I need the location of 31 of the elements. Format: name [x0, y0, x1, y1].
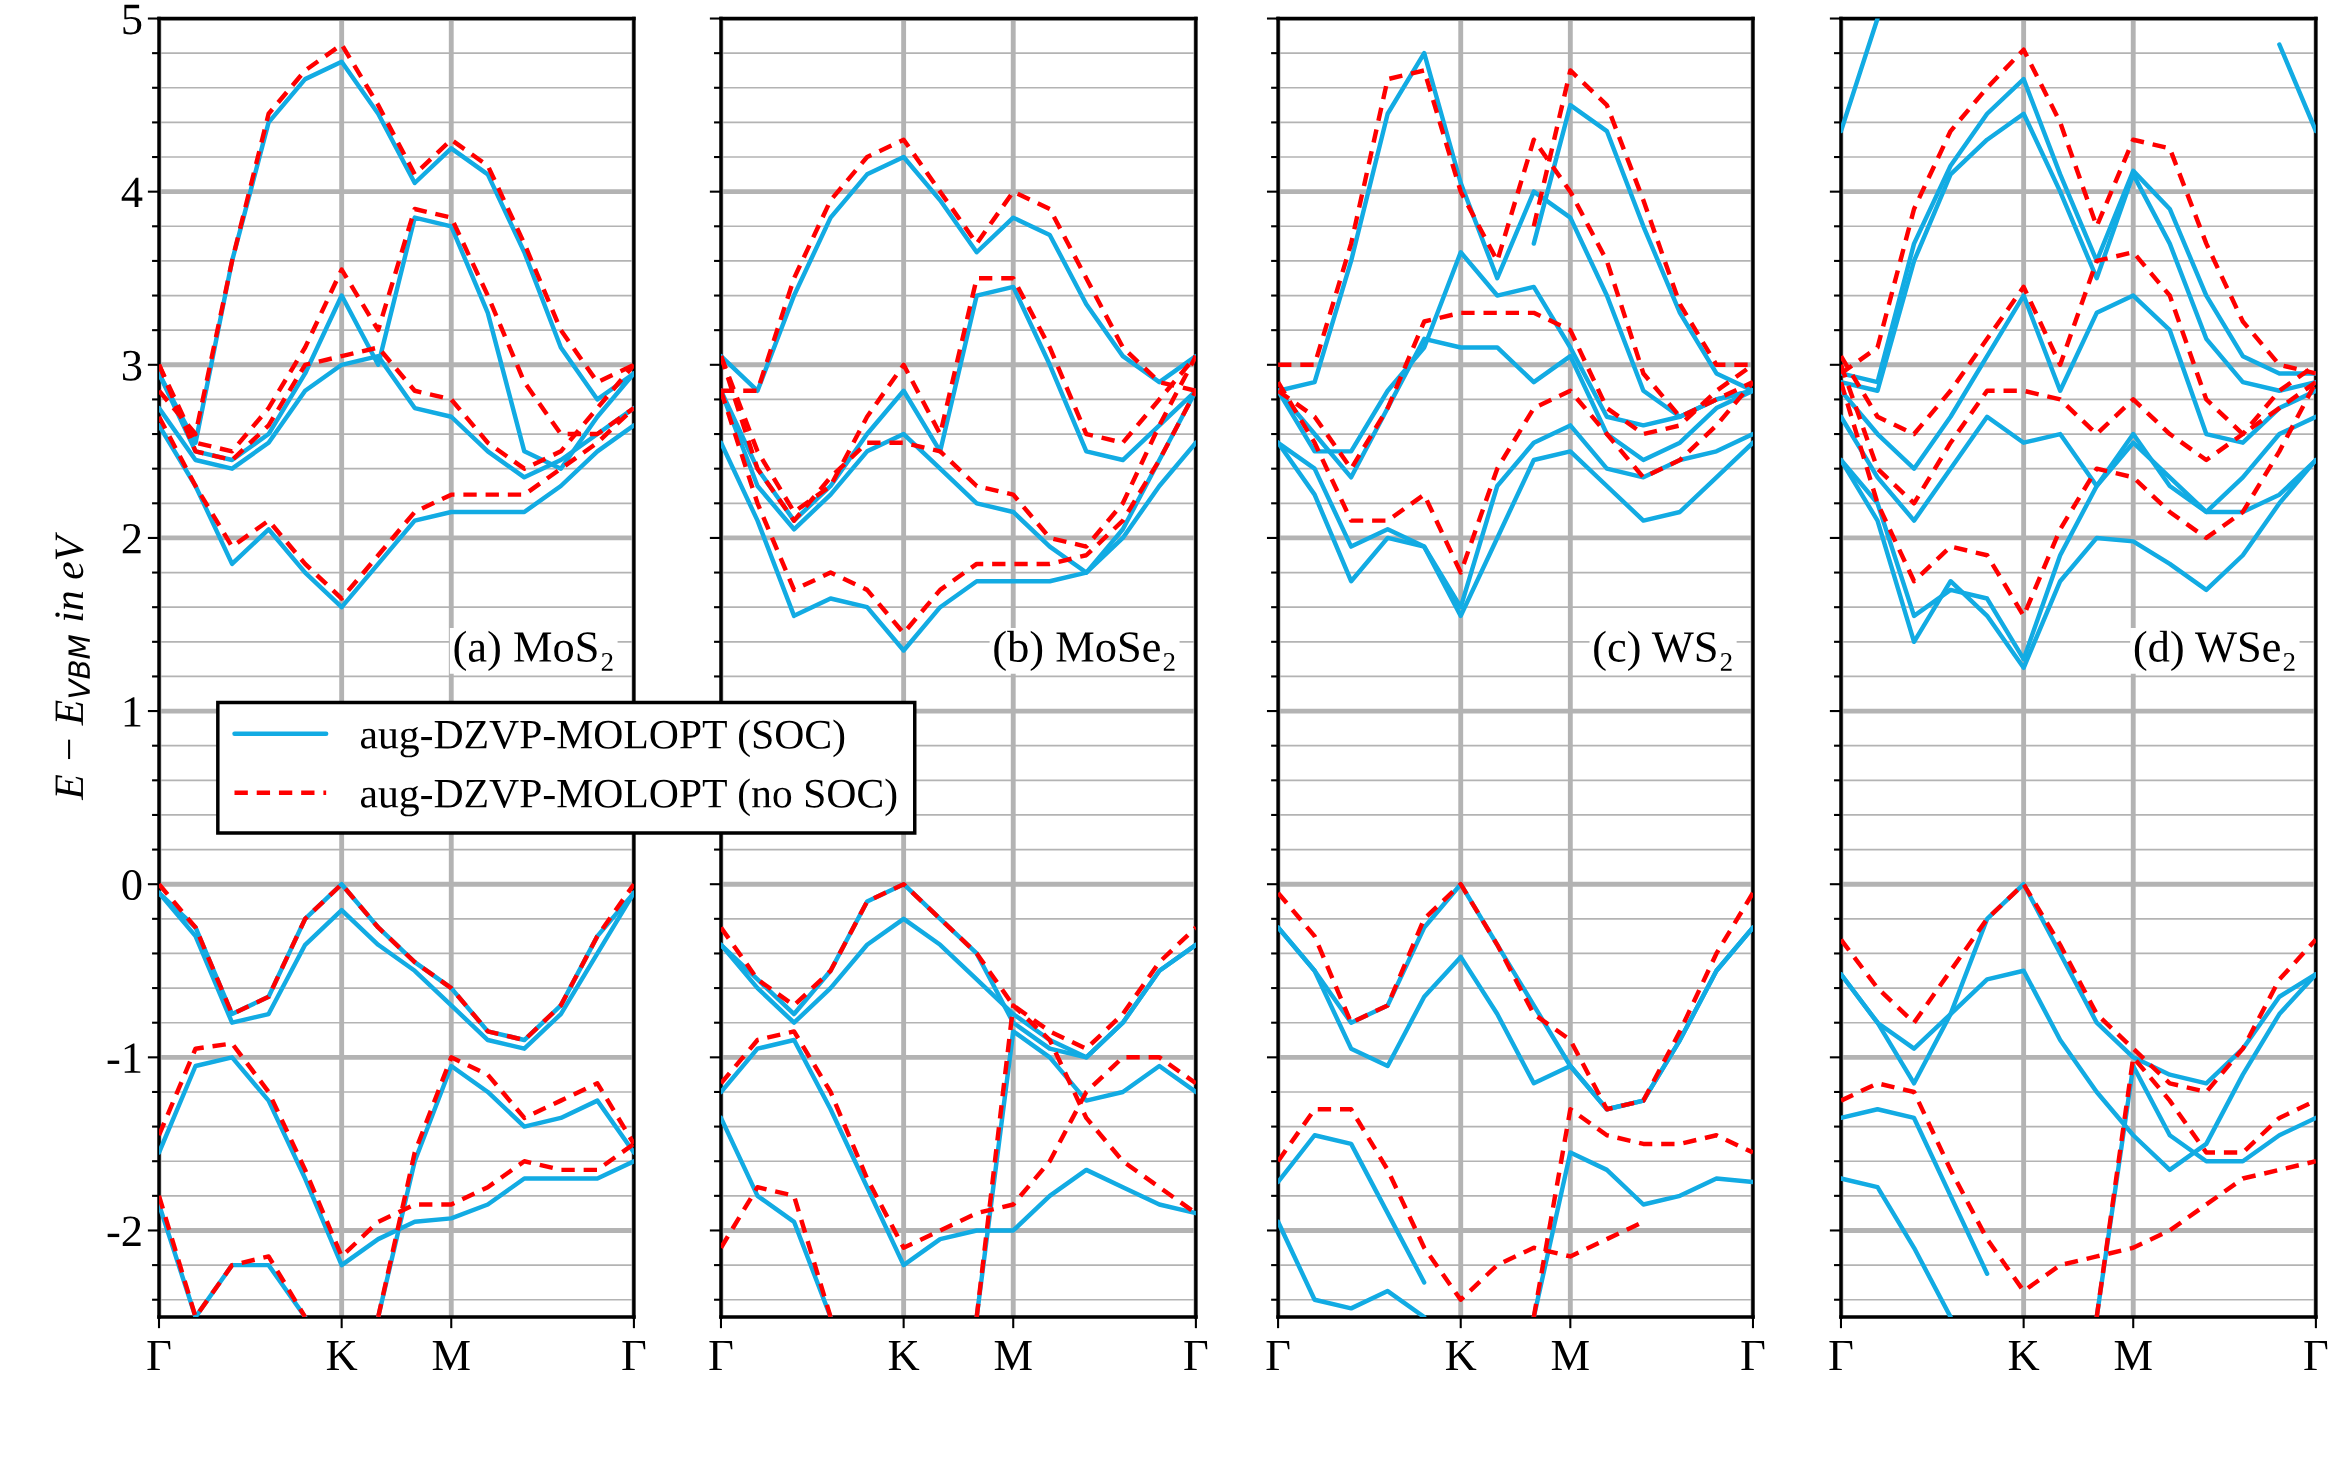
- x-tick-label: M: [2114, 1341, 2152, 1371]
- y-tick-label: 3: [122, 350, 142, 381]
- y-tick-label: 0: [122, 870, 142, 901]
- x-tick-label: Γ: [2304, 1341, 2328, 1371]
- y-tick-label: -2: [107, 1216, 141, 1246]
- annotation: (d) WSe₂: [2134, 630, 2295, 672]
- y-tick-label: 5: [123, 4, 142, 35]
- y-axis-title: E − E$_{VBM}$ in eV: [55, 531, 90, 801]
- x-tick-label: K: [888, 1341, 920, 1371]
- y-tick-label: -1: [107, 1043, 141, 1073]
- x-tick-label: Γ: [1741, 1341, 1765, 1371]
- x-tick-label: Γ: [1829, 1341, 1853, 1371]
- y-tick-label: 4: [121, 177, 143, 208]
- x-tick-label: Γ: [147, 1341, 171, 1371]
- x-tick-label: M: [1551, 1341, 1589, 1371]
- x-tick-label: M: [994, 1341, 1032, 1371]
- x-tick-label: Γ: [709, 1341, 733, 1371]
- x-tick-label: K: [326, 1341, 358, 1371]
- annotation: (b) MoSe₂: [994, 630, 1175, 672]
- legend-label: aug-DZVP-MOLOPT (no SOC): [360, 778, 897, 817]
- annotation: (c) WS₂: [1594, 630, 1732, 672]
- x-tick-label: M: [432, 1341, 470, 1371]
- y-tick-label: 1: [124, 697, 141, 727]
- x-tick-label: Γ: [622, 1341, 646, 1371]
- annotation: (a) MoS₂: [454, 630, 613, 672]
- x-tick-label: Γ: [1184, 1341, 1208, 1371]
- x-tick-label: K: [2008, 1341, 2040, 1371]
- legend-label: aug-DZVP-MOLOPT (SOC): [360, 719, 845, 758]
- x-tick-label: K: [1445, 1341, 1477, 1371]
- y-tick-label: 2: [122, 523, 141, 554]
- x-tick-label: Γ: [1266, 1341, 1290, 1371]
